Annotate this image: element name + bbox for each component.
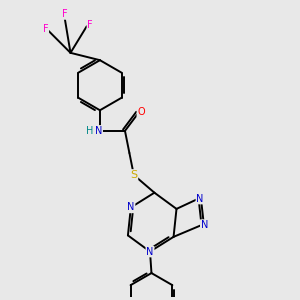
Text: N: N [95,126,102,136]
Text: O: O [137,107,145,117]
Text: N: N [127,202,134,212]
Text: F: F [62,9,68,19]
Text: F: F [87,20,93,30]
Text: N: N [196,194,204,204]
Text: F: F [43,24,48,34]
Text: S: S [130,170,137,180]
Text: N: N [146,247,154,256]
Text: N: N [201,220,208,230]
Text: H: H [86,126,93,136]
